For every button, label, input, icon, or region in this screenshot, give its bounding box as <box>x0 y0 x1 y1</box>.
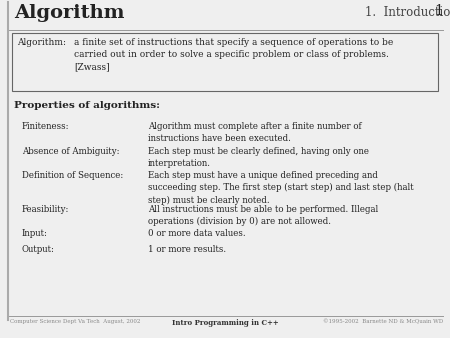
Text: Algorithm: Algorithm <box>14 4 125 22</box>
Text: Computer Science Dept Va Tech  August, 2002: Computer Science Dept Va Tech August, 20… <box>10 319 140 324</box>
Text: ©1995-2002  Barnette ND & McQuain WD: ©1995-2002 Barnette ND & McQuain WD <box>323 319 443 324</box>
Text: Absence of Ambiguity:: Absence of Ambiguity: <box>22 146 120 155</box>
Text: All instructions must be able to be performed. Illegal
operations (division by 0: All instructions must be able to be perf… <box>148 205 378 226</box>
Text: 1 or more results.: 1 or more results. <box>148 244 226 254</box>
Text: Feasibility:: Feasibility: <box>22 205 69 214</box>
Text: Algorithm:: Algorithm: <box>17 38 66 47</box>
Text: Each step must have a unique defined preceding and
succeeding step. The first st: Each step must have a unique defined pre… <box>148 171 414 205</box>
Text: Properties of algorithms:: Properties of algorithms: <box>14 101 160 110</box>
Text: Finiteness:: Finiteness: <box>22 122 69 131</box>
Text: Each step must be clearly defined, having only one
interpretation.: Each step must be clearly defined, havin… <box>148 146 369 168</box>
Text: Algorithm must complete after a finite number of
instructions have been executed: Algorithm must complete after a finite n… <box>148 122 362 143</box>
Text: Intro Programming in C++: Intro Programming in C++ <box>172 319 278 327</box>
Text: 0 or more data values.: 0 or more data values. <box>148 230 246 239</box>
Text: a finite set of instructions that specify a sequence of operations to be
carried: a finite set of instructions that specif… <box>74 38 393 71</box>
Text: Input:: Input: <box>22 230 48 239</box>
FancyBboxPatch shape <box>12 33 438 91</box>
Text: Definition of Sequence:: Definition of Sequence: <box>22 171 123 180</box>
Text: 1: 1 <box>434 4 443 18</box>
Text: Output:: Output: <box>22 244 55 254</box>
Text: 1.  Introduction: 1. Introduction <box>365 6 450 19</box>
